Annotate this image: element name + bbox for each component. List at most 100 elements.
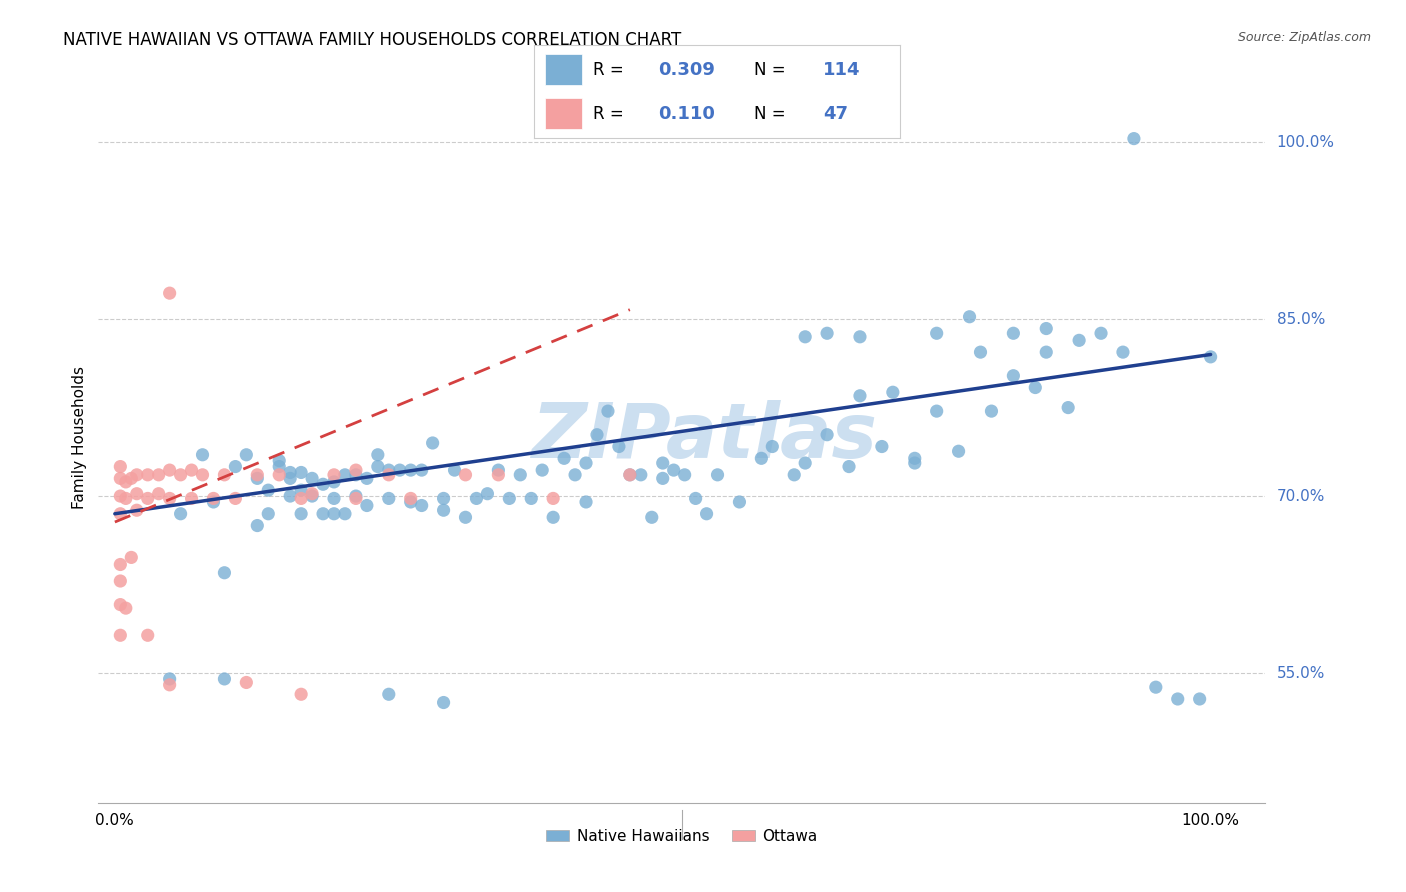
Point (641, 510, 664, 524)
Text: 0.309: 0.309 (658, 61, 716, 78)
Point (214, 467, 236, 482)
Point (290, 687, 312, 701)
Point (761, 440, 783, 454)
Point (169, 507, 191, 521)
Point (159, 463, 181, 477)
Point (269, 459, 291, 474)
Point (486, 467, 509, 482)
Point (575, 495, 598, 509)
Point (1112, 345, 1135, 359)
Point (136, 628, 159, 642)
Point (849, 389, 872, 403)
Point (411, 463, 433, 477)
Point (356, 499, 378, 513)
Point (1144, 680, 1167, 694)
Text: N =: N = (754, 61, 790, 78)
Point (191, 467, 214, 482)
Point (794, 456, 817, 470)
Point (278, 471, 301, 485)
Point (783, 467, 806, 482)
Bar (546, 98, 582, 129)
Point (214, 672, 236, 686)
Point (344, 463, 367, 477)
Point (959, 310, 981, 324)
Point (728, 495, 751, 509)
Point (696, 507, 718, 521)
Text: 100.0%: 100.0% (1277, 135, 1334, 150)
Text: 47: 47 (823, 105, 848, 123)
Point (367, 459, 389, 474)
Point (191, 448, 214, 462)
Text: Source: ZipAtlas.com: Source: ZipAtlas.com (1237, 31, 1371, 45)
Point (969, 345, 991, 359)
Point (399, 495, 422, 509)
Point (1035, 321, 1057, 335)
Point (290, 491, 312, 506)
Point (180, 463, 202, 477)
Point (110, 598, 132, 612)
Text: NATIVE HAWAIIAN VS OTTAWA FAMILY HOUSEHOLDS CORRELATION CHART: NATIVE HAWAIIAN VS OTTAWA FAMILY HOUSEHO… (63, 31, 682, 49)
Point (333, 507, 356, 521)
Point (323, 467, 346, 482)
Point (290, 483, 312, 498)
Point (651, 471, 673, 485)
Point (301, 489, 323, 503)
Text: R =: R = (593, 61, 628, 78)
Point (333, 467, 356, 482)
Point (114, 601, 136, 615)
Point (838, 459, 860, 474)
Point (125, 467, 148, 482)
Point (344, 467, 367, 482)
Point (378, 491, 401, 506)
Point (120, 550, 142, 565)
Point (541, 510, 564, 524)
Point (224, 459, 246, 474)
Point (498, 491, 520, 506)
Point (110, 558, 132, 572)
Text: R =: R = (593, 105, 634, 123)
Point (925, 404, 948, 418)
Point (1057, 401, 1080, 415)
Point (849, 330, 872, 344)
Point (257, 507, 280, 521)
Point (323, 475, 346, 489)
Point (110, 489, 132, 503)
Point (575, 456, 598, 470)
Point (323, 507, 346, 521)
Point (586, 427, 609, 442)
Point (312, 477, 335, 491)
Point (301, 471, 323, 485)
Point (110, 459, 132, 474)
Point (662, 463, 685, 477)
Point (110, 507, 132, 521)
Point (432, 503, 454, 517)
Point (278, 466, 301, 480)
Point (685, 491, 707, 506)
Point (257, 483, 280, 498)
Point (1122, 131, 1144, 145)
Point (388, 463, 411, 477)
Point (136, 467, 159, 482)
Point (125, 486, 148, 500)
Point (948, 444, 970, 458)
Point (815, 427, 838, 442)
Point (454, 467, 477, 482)
Point (486, 463, 509, 477)
Point (246, 518, 269, 533)
Point (344, 489, 367, 503)
Point (1188, 692, 1211, 706)
Point (169, 467, 191, 482)
Point (159, 286, 181, 301)
Point (136, 491, 159, 506)
Point (356, 471, 378, 485)
Point (235, 675, 257, 690)
Point (114, 491, 136, 506)
Point (202, 495, 225, 509)
Point (110, 574, 132, 588)
Text: 0.110: 0.110 (658, 105, 716, 123)
Point (1167, 692, 1189, 706)
Point (411, 499, 433, 513)
Point (1002, 368, 1025, 383)
Text: 114: 114 (823, 61, 860, 78)
Text: ZIPatlas: ZIPatlas (533, 401, 879, 474)
